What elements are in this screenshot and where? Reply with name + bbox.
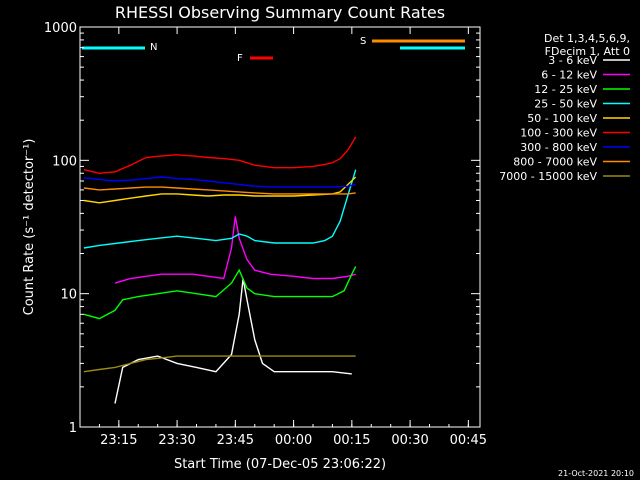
legend-label-5: 100 - 300 keV — [520, 127, 597, 140]
legend-label-2: 12 - 25 keV — [534, 83, 597, 96]
legend-label-0: 3 - 6 keV — [548, 54, 597, 67]
x-tick-label: 23:15 — [100, 433, 137, 448]
legend-label-3: 25 - 50 keV — [534, 98, 597, 111]
x-tick-label: 23:30 — [158, 433, 195, 448]
legend-label-1: 6 - 12 keV — [541, 69, 597, 82]
legend-label-4: 50 - 100 keV — [527, 112, 597, 125]
series-line-2 — [83, 266, 357, 320]
plot-frame — [79, 26, 481, 428]
x-tick-label: 00:30 — [391, 433, 428, 448]
legend-label-7: 800 - 7000 keV — [513, 156, 597, 169]
x-tick-label: 00:45 — [450, 433, 487, 448]
flag-label-n: N — [150, 42, 157, 53]
legend-header-2: FDecim 1, Att 0 — [545, 45, 630, 58]
series-line-7 — [83, 186, 356, 195]
legend-header-1: Det 1,3,4,5,6,9, — [544, 32, 630, 45]
y-tick-label: 1000 — [44, 21, 77, 36]
series-line-8 — [83, 355, 356, 373]
series-line-5 — [83, 136, 357, 175]
flag-label-s: S — [360, 36, 366, 47]
y-tick-label: 100 — [52, 154, 77, 169]
y-tick-label: 1 — [69, 421, 77, 436]
series-line-3 — [83, 169, 357, 249]
legend: Det 1,3,4,5,6,9, FDecim 1, Att 0 3 - 6 k… — [499, 32, 630, 183]
chart-title: RHESSI Observing Summary Count Rates — [115, 3, 445, 22]
x-tick-label: 00:00 — [275, 433, 312, 448]
footer-timestamp: 21-Oct-2021 20:10 — [558, 469, 634, 478]
series-line-6 — [83, 176, 356, 188]
flag-label-f: F — [237, 53, 243, 64]
series-line-1 — [114, 216, 356, 284]
y-tick-label: 10 — [60, 288, 77, 303]
x-axis-label: Start Time (07-Dec-05 23:06:22) — [174, 457, 386, 472]
x-tick-label: 23:45 — [217, 433, 254, 448]
legend-label-6: 300 - 800 keV — [520, 141, 597, 154]
series-line-0 — [114, 278, 352, 404]
y-axis-label: Count Rate (s⁻¹ detector⁻¹) — [22, 139, 37, 316]
x-tick-label: 00:15 — [333, 433, 370, 448]
legend-label-8: 7000 - 15000 keV — [499, 170, 597, 183]
